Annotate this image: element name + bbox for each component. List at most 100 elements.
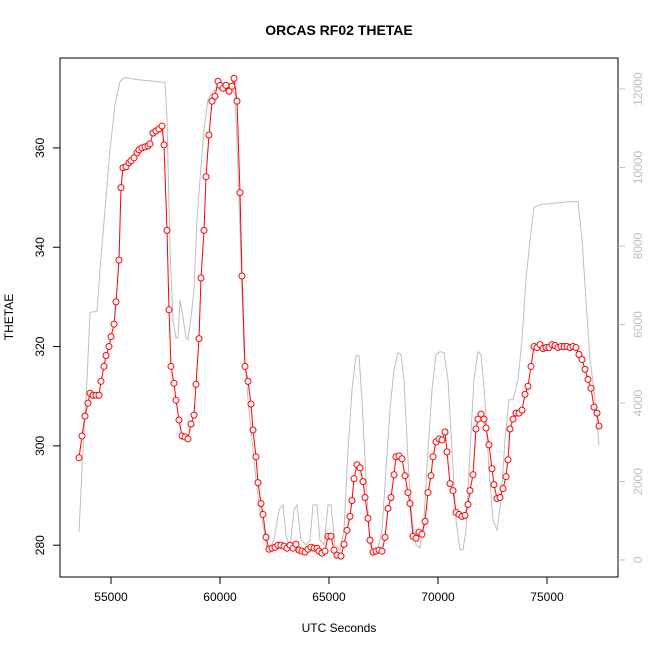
y2-tick-label: 6000 [631,311,645,338]
data-point [504,456,512,464]
x-tick-label: 75000 [530,590,564,604]
data-point [584,375,592,383]
data-point [75,454,83,462]
y2-tick-label: 12000 [631,72,645,106]
x-tick-label: 65000 [312,590,346,604]
data-point [259,510,267,518]
data-point [381,533,389,541]
data-point [202,173,210,181]
data-point [158,122,166,130]
data-point [321,547,329,555]
data-point [187,420,195,428]
data-point [340,540,348,548]
data-point [572,344,580,352]
data-point [518,406,526,414]
data-point [421,517,429,525]
data-point [480,415,488,423]
data-point [595,422,603,430]
data-point [429,453,437,461]
data-point [477,410,485,418]
data-point [195,335,203,343]
data-point [398,455,406,463]
data-point [238,272,246,280]
data-point [200,226,208,234]
data-point [364,514,372,522]
data-point [252,453,260,461]
y-tick-label: 280 [33,535,47,555]
data-point [175,416,183,424]
data-point [590,403,598,411]
data-point [496,494,504,502]
data-point [190,411,198,419]
data-point [170,379,178,387]
data-point [348,497,356,505]
data-point [205,131,213,139]
data-point [84,399,92,407]
data-point [575,351,583,359]
data-point [361,494,369,502]
data-point [464,500,472,508]
data-point [356,464,364,472]
data-point [208,97,216,105]
data-point [241,362,249,370]
data-point [482,424,490,432]
data-point [509,415,517,423]
data-point [359,478,367,486]
y-tick-label: 320 [33,336,47,356]
data-point [110,320,118,328]
data-point [228,82,236,90]
data-point [387,494,395,502]
data-point [105,343,113,351]
data-point [446,480,454,488]
data-point [95,391,103,399]
x-tick-label: 70000 [421,590,455,604]
y2-tick-label: 10000 [631,151,645,185]
y2-tick-label: 8000 [631,232,645,259]
data-point [469,471,477,479]
data-point [404,489,412,497]
data-point [117,184,125,192]
data-point [327,532,335,540]
data-point [233,97,241,105]
chart-title: ORCAS RF02 THETAE [265,22,413,38]
data-point [384,504,392,512]
data-point [427,472,435,480]
data-point [587,384,595,392]
data-point [130,154,138,162]
data-point [406,499,414,507]
y2-tick-label: 2000 [631,468,645,495]
data-point [350,475,358,483]
data-point [401,472,409,480]
data-point [107,333,115,341]
x-tick-label: 55000 [94,590,128,604]
data-point [249,426,257,434]
data-point [97,377,105,385]
data-point [81,412,89,420]
data-point [524,382,532,390]
data-point [262,533,270,541]
data-point [197,274,205,282]
data-point [100,362,108,370]
data-point [506,425,514,433]
data-point [244,377,252,385]
data-point [488,465,496,473]
data-point [236,189,244,197]
data-point [330,546,338,554]
data-point [438,436,446,444]
data-point [78,432,86,440]
data-point [472,425,480,433]
data-point [490,481,498,489]
data-point [418,530,426,538]
y-tick-label: 300 [33,436,47,456]
data-point [230,74,238,82]
data-point [441,428,449,436]
data-point [292,540,300,548]
data-point [485,441,493,449]
data-point [449,487,457,495]
y2-tick-label: 0 [631,556,645,563]
data-point [343,526,351,534]
y-tick-label: 340 [33,237,47,257]
data-point [424,489,432,497]
data-point [146,140,154,148]
data-point [222,81,230,89]
